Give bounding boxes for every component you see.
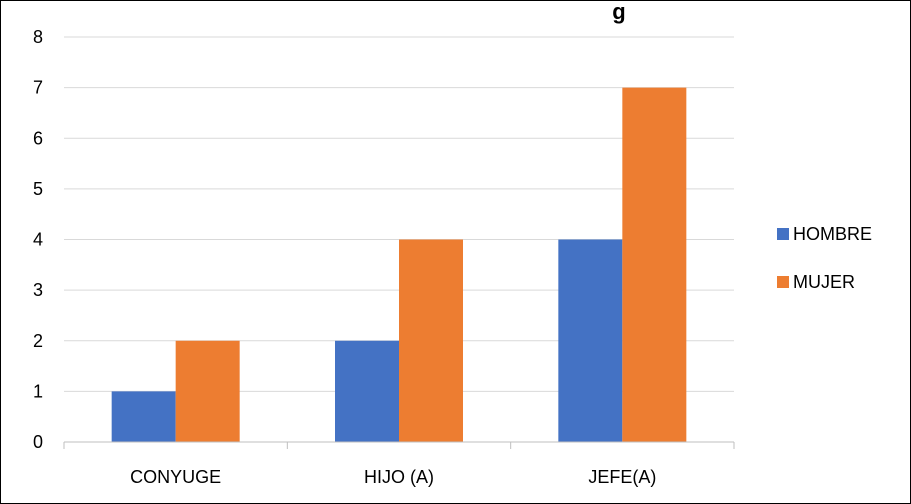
y-tick-label-0: 0 (33, 432, 43, 452)
legend: HOMBRE MUJER (777, 224, 872, 292)
bar-hombre-1 (111, 391, 176, 442)
bar-hombre-3 (558, 239, 623, 442)
y-axis-ticks: 0 1 2 3 4 5 6 7 8 (33, 27, 43, 452)
y-tick-label-6: 6 (33, 128, 43, 148)
y-tick-label-8: 8 (33, 27, 43, 47)
category-label-3: JEFE(A) (588, 467, 656, 487)
legend-swatch-mujer (777, 276, 789, 288)
bar-hombre-2 (335, 340, 399, 442)
y-tick-label-4: 4 (33, 230, 43, 250)
legend-label-mujer: MUJER (793, 272, 855, 292)
chart-title: g (612, 1, 625, 24)
bar-mujer-1 (175, 340, 240, 442)
category-label-1: CONYUGE (130, 467, 221, 487)
y-tick-label-5: 5 (33, 179, 43, 199)
legend-label-hombre: HOMBRE (793, 224, 872, 244)
category-label-2: HIJO (A) (364, 467, 434, 487)
y-tick-label-2: 2 (33, 331, 43, 351)
bars (111, 87, 687, 442)
x-axis-ticks (63, 442, 735, 449)
bar-mujer-2 (399, 239, 463, 442)
legend-swatch-hombre (777, 228, 789, 240)
bar-mujer-3 (622, 87, 687, 442)
y-tick-label-7: 7 (33, 78, 43, 98)
y-tick-label-3: 3 (33, 280, 43, 300)
category-labels: CONYUGE HIJO (A) JEFE(A) (130, 467, 656, 487)
y-tick-label-1: 1 (33, 381, 43, 401)
